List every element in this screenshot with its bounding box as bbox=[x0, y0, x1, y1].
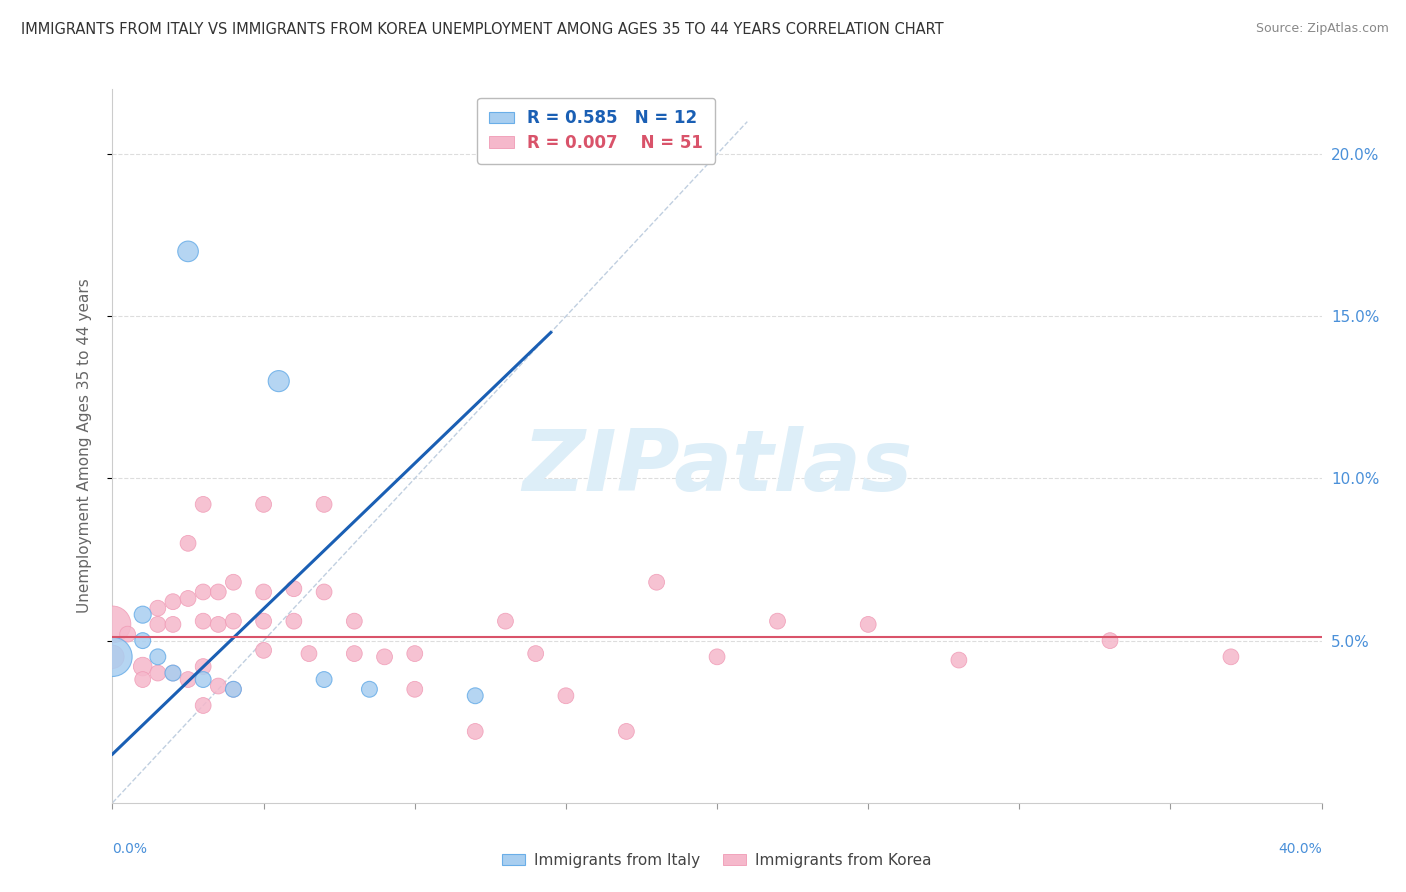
Point bbox=[495, 614, 517, 628]
Text: 0.0%: 0.0% bbox=[112, 842, 148, 856]
Point bbox=[117, 627, 139, 641]
Legend: R = 0.585   N = 12, R = 0.007    N = 51: R = 0.585 N = 12, R = 0.007 N = 51 bbox=[478, 97, 714, 163]
Point bbox=[132, 633, 155, 648]
Point bbox=[374, 649, 396, 664]
Point bbox=[343, 647, 366, 661]
Point bbox=[253, 614, 276, 628]
Point bbox=[404, 647, 426, 661]
Point bbox=[359, 682, 381, 697]
Point bbox=[314, 585, 336, 599]
Point bbox=[191, 585, 214, 599]
Text: 40.0%: 40.0% bbox=[1278, 842, 1322, 856]
Point bbox=[616, 724, 638, 739]
Point bbox=[222, 682, 245, 697]
Point bbox=[132, 659, 155, 673]
Point bbox=[177, 536, 200, 550]
Point bbox=[162, 617, 184, 632]
Point bbox=[1098, 633, 1121, 648]
Text: ZIPatlas: ZIPatlas bbox=[522, 425, 912, 509]
Point bbox=[162, 666, 184, 681]
Point bbox=[177, 673, 200, 687]
Point bbox=[464, 689, 486, 703]
Point bbox=[162, 666, 184, 681]
Text: IMMIGRANTS FROM ITALY VS IMMIGRANTS FROM KOREA UNEMPLOYMENT AMONG AGES 35 TO 44 : IMMIGRANTS FROM ITALY VS IMMIGRANTS FROM… bbox=[21, 22, 943, 37]
Text: Source: ZipAtlas.com: Source: ZipAtlas.com bbox=[1256, 22, 1389, 36]
Point bbox=[132, 607, 155, 622]
Point bbox=[404, 682, 426, 697]
Point bbox=[645, 575, 668, 590]
Point bbox=[856, 617, 880, 632]
Point bbox=[267, 374, 290, 388]
Point bbox=[253, 497, 276, 511]
Point bbox=[101, 649, 124, 664]
Point bbox=[524, 647, 547, 661]
Point bbox=[191, 673, 214, 687]
Point bbox=[298, 647, 321, 661]
Point bbox=[1220, 649, 1243, 664]
Point bbox=[191, 614, 214, 628]
Point bbox=[948, 653, 970, 667]
Point bbox=[146, 649, 169, 664]
Point bbox=[146, 666, 169, 681]
Point bbox=[766, 614, 789, 628]
Point bbox=[207, 585, 229, 599]
Point bbox=[253, 585, 276, 599]
Point bbox=[464, 724, 486, 739]
Point bbox=[146, 617, 169, 632]
Point bbox=[314, 497, 336, 511]
Point bbox=[222, 682, 245, 697]
Point bbox=[191, 698, 214, 713]
Point bbox=[177, 244, 200, 259]
Point bbox=[146, 601, 169, 615]
Point bbox=[253, 643, 276, 657]
Point bbox=[706, 649, 728, 664]
Point bbox=[222, 575, 245, 590]
Point bbox=[283, 614, 305, 628]
Point bbox=[343, 614, 366, 628]
Y-axis label: Unemployment Among Ages 35 to 44 years: Unemployment Among Ages 35 to 44 years bbox=[77, 278, 91, 614]
Point bbox=[207, 617, 229, 632]
Point bbox=[222, 614, 245, 628]
Point bbox=[101, 649, 124, 664]
Point bbox=[101, 617, 124, 632]
Point bbox=[283, 582, 305, 596]
Point bbox=[314, 673, 336, 687]
Point bbox=[554, 689, 576, 703]
Point bbox=[132, 673, 155, 687]
Point bbox=[191, 659, 214, 673]
Point bbox=[207, 679, 229, 693]
Point bbox=[162, 595, 184, 609]
Point bbox=[191, 497, 214, 511]
Point bbox=[177, 591, 200, 606]
